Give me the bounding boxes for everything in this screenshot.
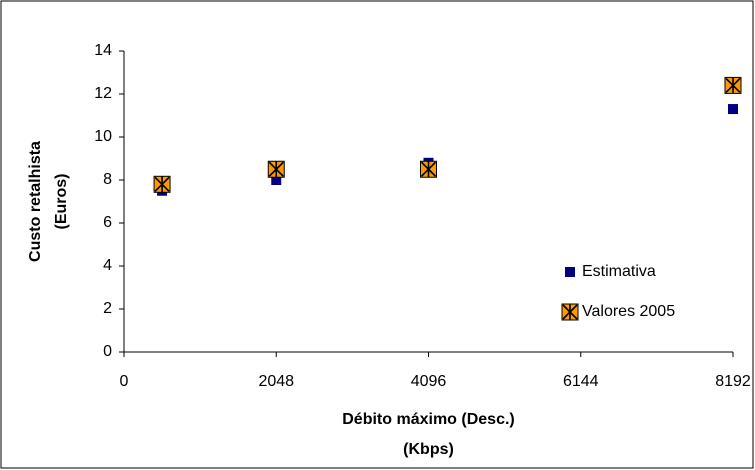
y-tick-label: 6 (103, 214, 112, 231)
legend-label: Valores 2005 (582, 303, 675, 320)
x-tick-label: 6144 (563, 373, 599, 390)
legend-label: Estimativa (582, 263, 656, 280)
y-tick-label: 4 (103, 257, 112, 274)
y-tick-label: 12 (94, 85, 112, 102)
point (153, 175, 171, 193)
y-tick-label: 0 (103, 343, 112, 360)
x-tick-label: 0 (120, 373, 129, 390)
x-tick-label: 4096 (411, 373, 447, 390)
point (724, 76, 742, 94)
point (728, 104, 738, 115)
legend-star (562, 304, 578, 320)
point-star (725, 77, 741, 94)
point-star (420, 161, 437, 178)
y-axis-label: (Euros) (53, 174, 70, 230)
y-tick-label: 10 (94, 128, 112, 145)
legend-swatch (565, 267, 575, 277)
x-tick-label: 8192 (715, 373, 751, 390)
y-axis-label: Custo retalhista (27, 141, 44, 262)
x-tick-label: 2048 (258, 373, 294, 390)
point (267, 160, 285, 178)
legend-item: Estimativa (565, 263, 656, 280)
point (420, 160, 437, 178)
point (271, 175, 282, 185)
x-axis-label: (Kbps) (403, 441, 454, 458)
y-tick-label: 14 (94, 42, 112, 59)
x-axis-label: Débito máximo (Desc.) (342, 411, 514, 428)
point-star (268, 161, 284, 178)
legend-item: Valores 2005 (561, 303, 675, 321)
point-star (154, 176, 170, 193)
y-tick-label: 2 (103, 300, 112, 317)
y-tick-label: 8 (103, 171, 112, 188)
